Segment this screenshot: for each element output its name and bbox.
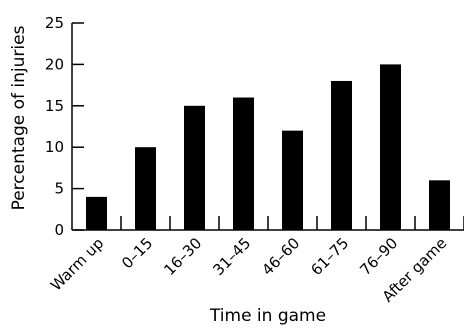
bar — [86, 196, 107, 230]
x-tick-label: 46–60 — [258, 234, 303, 279]
y-axis: 0 5 10 15 20 25 — [45, 14, 84, 239]
bar — [380, 64, 401, 231]
bar — [135, 147, 156, 230]
bar — [429, 180, 450, 230]
bar — [184, 105, 205, 230]
y-tick-label: 0 — [54, 221, 64, 239]
bar — [233, 97, 254, 231]
x-tick-label: 76–90 — [356, 234, 401, 279]
y-tick-label: 15 — [45, 97, 64, 115]
y-tick-label: 25 — [45, 14, 64, 32]
y-tick-label: 20 — [45, 55, 64, 73]
x-axis: Warm up 0–15 16–30 31–45 46–60 61–75 76–90Afte… — [47, 216, 464, 306]
x-axis-title: Time in game — [209, 306, 326, 326]
x-tick-label: Warm up — [47, 234, 107, 294]
y-tick-label: 10 — [45, 138, 64, 156]
x-tick-label: 31–45 — [209, 234, 254, 279]
x-tick-label: 61–75 — [307, 234, 352, 279]
y-axis-title: Percentage of injuries — [9, 25, 29, 210]
bars — [86, 64, 450, 231]
bar — [331, 80, 352, 231]
bar — [282, 130, 303, 230]
y-tick-label: 5 — [54, 180, 64, 198]
x-tick-label: 16–30 — [160, 234, 205, 279]
x-tick-label: 0–15 — [118, 234, 156, 272]
